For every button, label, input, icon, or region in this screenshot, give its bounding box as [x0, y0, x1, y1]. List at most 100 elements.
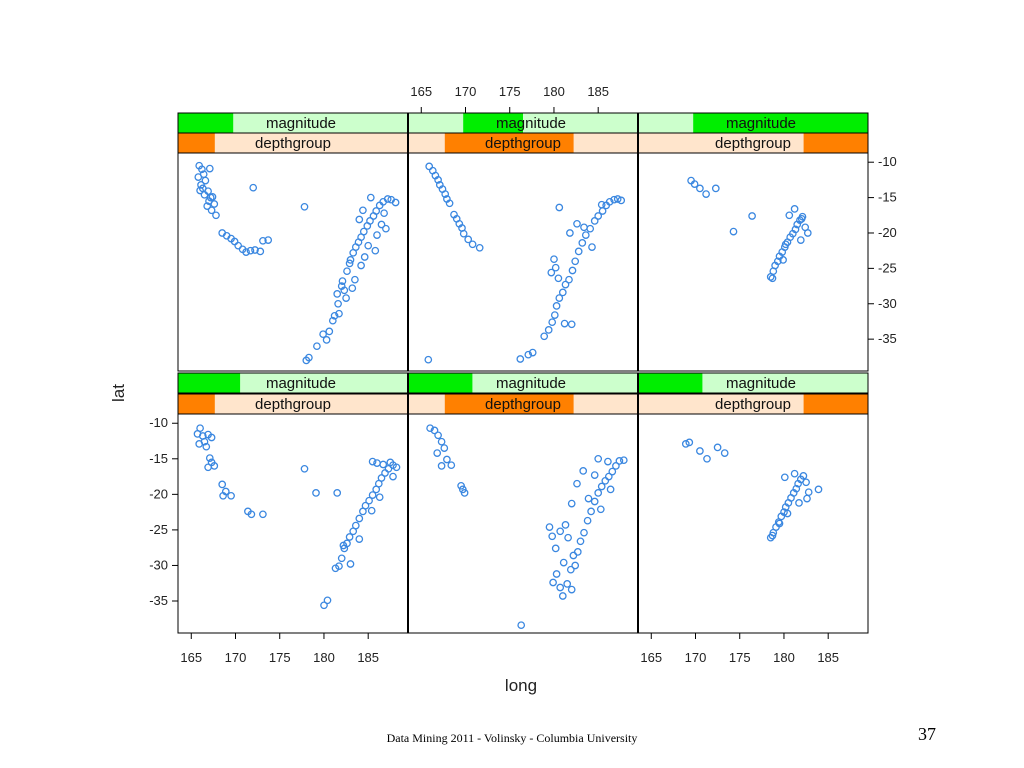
data-point	[218, 480, 227, 489]
magnitude-strip-label: magnitude	[496, 115, 566, 132]
data-point	[345, 533, 354, 541]
magnitude-strip-label: magnitude	[726, 375, 796, 392]
data-point	[711, 184, 720, 193]
data-point	[558, 592, 567, 600]
data-point	[587, 507, 595, 516]
data-point	[259, 510, 267, 519]
data-point	[545, 523, 554, 531]
data-point	[430, 426, 439, 435]
data-point	[580, 223, 588, 232]
data-point	[459, 229, 468, 238]
data-point	[367, 506, 376, 515]
depthgroup-strip-bg	[178, 394, 408, 414]
data-point	[460, 489, 469, 497]
data-point	[425, 162, 434, 171]
data-point	[330, 311, 339, 320]
magnitude-strip-range	[693, 113, 868, 133]
y-tick-label: -10	[149, 415, 168, 430]
data-point	[337, 554, 346, 563]
data-point	[202, 442, 211, 451]
data-point	[346, 560, 355, 568]
x-tick-label: 180	[313, 650, 335, 665]
data-point	[604, 457, 612, 466]
depthgroup-strip-range	[178, 394, 215, 414]
x-tick-label: 170	[685, 650, 707, 665]
data-point	[345, 259, 354, 268]
data-point	[584, 494, 593, 503]
data-point	[571, 257, 580, 266]
data-point	[696, 447, 704, 455]
data-point	[605, 197, 614, 206]
data-point	[796, 236, 805, 244]
data-point	[355, 514, 364, 523]
panel-bottom-1: magnitude depthgroup	[177, 372, 409, 610]
panel-top-3: magnitude depthgroup	[637, 112, 869, 283]
x-axis-title: long	[505, 676, 537, 695]
data-point	[561, 280, 570, 289]
data-point	[551, 544, 560, 553]
data-point	[348, 284, 357, 293]
data-point	[475, 243, 484, 252]
data-point	[552, 302, 561, 310]
data-point	[566, 229, 574, 237]
depthgroup-strip-range	[444, 133, 574, 153]
data-point	[437, 437, 446, 446]
data-point	[424, 355, 433, 364]
data-point	[212, 211, 220, 220]
data-point	[437, 462, 446, 470]
data-point	[775, 519, 784, 528]
x-tick-label: 175	[269, 650, 291, 665]
data-point	[300, 464, 309, 473]
data-point	[379, 460, 388, 469]
data-point	[351, 275, 359, 284]
data-point	[563, 580, 572, 588]
data-point	[365, 496, 373, 505]
data-point	[583, 516, 592, 525]
data-point	[576, 537, 585, 546]
data-point	[791, 225, 800, 234]
data-point	[549, 578, 557, 587]
data-point	[300, 202, 309, 211]
data-point	[588, 243, 596, 251]
data-point	[440, 444, 449, 452]
data-point	[335, 309, 343, 318]
data-point	[566, 565, 575, 574]
data-point	[594, 489, 603, 497]
data-point	[590, 497, 599, 506]
data-point	[392, 463, 401, 472]
y-tick-label: -20	[878, 225, 897, 240]
data-point	[246, 246, 255, 255]
data-point	[612, 462, 620, 470]
data-point	[368, 457, 377, 466]
depthgroup-strip-label: depthgroup	[255, 135, 331, 152]
data-point	[210, 200, 219, 208]
depthgroup-strip-label: depthgroup	[485, 135, 561, 152]
data-point	[333, 489, 342, 497]
data-point	[783, 509, 792, 518]
magnitude-strip-range	[463, 113, 523, 133]
data-point	[690, 180, 699, 188]
data-point	[313, 342, 321, 351]
data-point	[803, 229, 812, 237]
data-point	[360, 253, 369, 261]
data-point	[434, 431, 442, 440]
x-tick-label: 165	[640, 650, 662, 665]
data-point	[373, 231, 381, 239]
y-tick-label: -35	[878, 331, 897, 346]
data-point	[322, 336, 331, 344]
data-point	[779, 256, 787, 264]
data-point	[696, 184, 704, 193]
x-tick-label: 170	[455, 84, 477, 99]
data-point	[548, 318, 557, 327]
data-point	[702, 190, 710, 198]
data-point	[568, 266, 577, 275]
y-tick-label: -30	[149, 557, 168, 572]
data-point	[544, 326, 553, 334]
depthgroup-strip-label: depthgroup	[715, 135, 791, 152]
panel-bottom-3: magnitude depthgroup	[637, 372, 869, 542]
data-point	[242, 248, 250, 256]
depthgroup-strip-range	[803, 394, 868, 414]
data-point	[445, 199, 454, 208]
data-point	[305, 353, 313, 362]
